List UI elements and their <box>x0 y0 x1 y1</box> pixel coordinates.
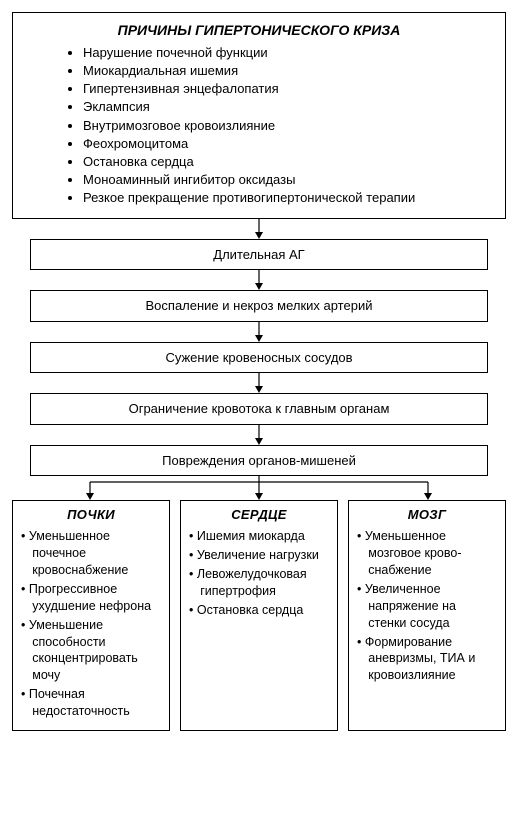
organ-box-brain: МОЗГ Уменьшенное мозговое крово­снабжени… <box>348 500 506 731</box>
step-box: Повреждения органов-мишеней <box>30 445 488 477</box>
organ-list: Уменьшенное почечное кровоснабжение Прог… <box>21 528 161 720</box>
cause-item: Феохромоцитома <box>83 135 491 153</box>
arrow-down-icon <box>12 219 506 239</box>
cause-item: Нарушение почечной функции <box>83 44 491 62</box>
causes-box: ПРИЧИНЫ ГИПЕРТОНИЧЕСКОГО КРИЗА Нарушение… <box>12 12 506 219</box>
cause-item: Эклампсия <box>83 98 491 116</box>
organ-box-kidneys: ПОЧКИ Уменьшенное почечное кровоснабжени… <box>12 500 170 731</box>
organ-item: Формирование аневризмы, ТИА и кровоизлия… <box>357 634 497 685</box>
organ-box-heart: СЕРДЦЕ Ишемия миокарда Увеличение нагруз… <box>180 500 338 731</box>
arrow-down-icon <box>12 322 506 342</box>
organ-item: Остановка сердца <box>189 602 329 619</box>
organ-item: Уменьшение способности сконцентрировать … <box>21 617 161 685</box>
organ-list: Ишемия миокарда Увеличение нагрузки Лево… <box>189 528 329 618</box>
organ-item: Увеличенное напряжение на стенки сосуда <box>357 581 497 632</box>
organ-title: ПОЧКИ <box>21 507 161 522</box>
branch-arrows <box>12 476 506 500</box>
cause-item: Гипертензивная энцефалопатия <box>83 80 491 98</box>
organ-item: Левожелудочко­вая гипертрофия <box>189 566 329 600</box>
organs-row: ПОЧКИ Уменьшенное почечное кровоснабжени… <box>12 500 506 731</box>
step-box: Воспаление и некроз мелких артерий <box>30 290 488 322</box>
step-box: Длительная АГ <box>30 239 488 271</box>
organ-item: Прогрессивное ухудшение нефрона <box>21 581 161 615</box>
organ-item: Ишемия миокарда <box>189 528 329 545</box>
organ-list: Уменьшенное мозговое крово­снабжение Уве… <box>357 528 497 684</box>
causes-list: Нарушение почечной функции Миокардиальна… <box>27 44 491 208</box>
organ-item: Уменьшенное почечное кровоснабжение <box>21 528 161 579</box>
cause-item: Моноаминный ингибитор оксидазы <box>83 171 491 189</box>
arrow-down-icon <box>12 373 506 393</box>
arrow-down-icon <box>12 425 506 445</box>
step-box: Ограничение кровотока к главным органам <box>30 393 488 425</box>
organ-title: МОЗГ <box>357 507 497 522</box>
organ-item: Уменьшенное мозговое крово­снабжение <box>357 528 497 579</box>
step-box: Сужение кровеносных сосудов <box>30 342 488 374</box>
cause-item: Резкое прекращение противогипертони­ческ… <box>83 189 491 207</box>
organ-item: Почечная недостаточность <box>21 686 161 720</box>
organ-title: СЕРДЦЕ <box>189 507 329 522</box>
arrow-down-icon <box>12 270 506 290</box>
cause-item: Миокардиальная ишемия <box>83 62 491 80</box>
causes-title: ПРИЧИНЫ ГИПЕРТОНИЧЕСКОГО КРИЗА <box>27 21 491 40</box>
cause-item: Остановка сердца <box>83 153 491 171</box>
cause-item: Внутримозговое кровоизлияние <box>83 117 491 135</box>
organ-item: Увеличение нагрузки <box>189 547 329 564</box>
